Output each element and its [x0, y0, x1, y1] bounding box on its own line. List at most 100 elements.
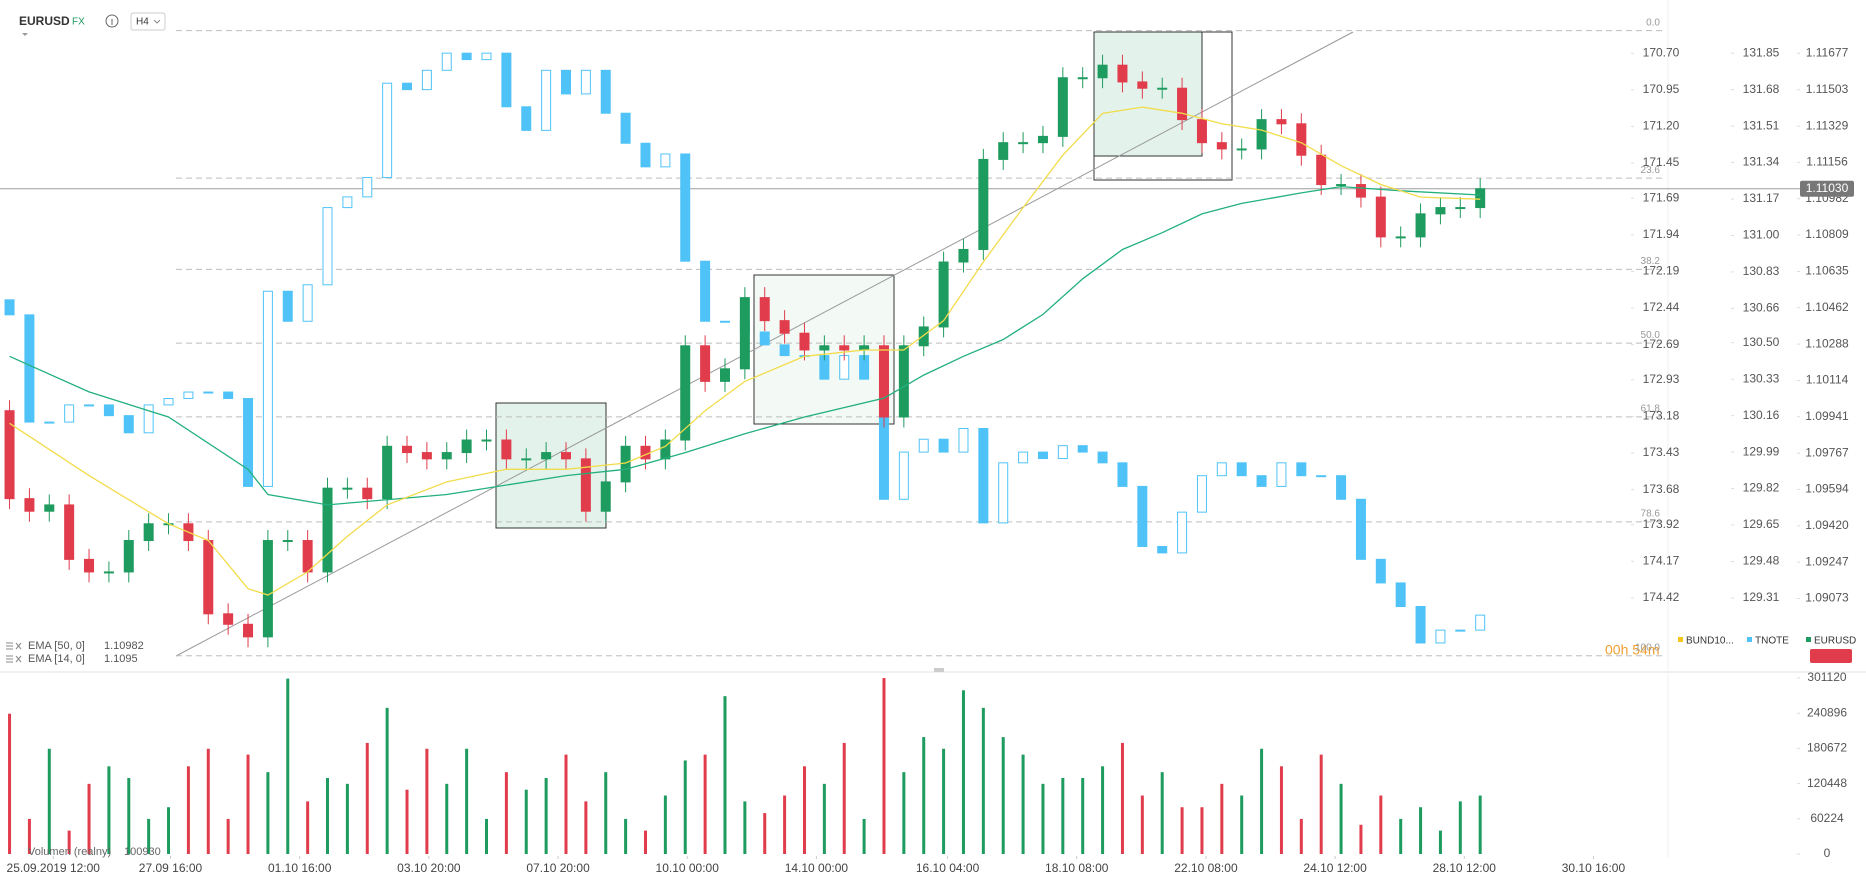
- y-tick-label: 170.95: [1643, 82, 1680, 96]
- volume-bar: [1458, 801, 1462, 854]
- candle-body: [1336, 475, 1347, 500]
- candle-body: [203, 540, 214, 615]
- candle-body: [362, 487, 373, 500]
- volume-bar: [643, 830, 647, 854]
- y-tick-label: 172.44: [1643, 300, 1680, 314]
- candle-body: [302, 284, 313, 322]
- symbol-caret[interactable]: [22, 33, 28, 36]
- volume-bar: [1339, 783, 1343, 854]
- candle-body: [123, 415, 134, 434]
- y-tick-label: 1.09247: [1805, 554, 1849, 568]
- volume-bar: [504, 772, 508, 854]
- y-tick-label: 131.34: [1743, 155, 1780, 169]
- legend-icon: [6, 655, 22, 663]
- candle-body: [580, 69, 591, 95]
- volume-bar: [703, 754, 707, 854]
- candle-body: [322, 487, 333, 573]
- candle-body: [421, 452, 432, 460]
- y-tick-label: 1.11329: [1806, 118, 1849, 132]
- candle-body: [958, 248, 969, 263]
- interval[interactable]: H4: [136, 17, 149, 28]
- candle-body: [799, 332, 810, 351]
- dropdown-caret: [153, 19, 161, 24]
- volume-bar: [922, 737, 926, 854]
- candle-body: [660, 439, 671, 460]
- volume-bar: [802, 766, 806, 854]
- volume-bar: [882, 678, 886, 854]
- x-tick-label: 10.10 00:00: [656, 861, 720, 875]
- candle-body: [719, 368, 730, 382]
- y-tick-label: 131.68: [1743, 82, 1780, 96]
- volume-bar: [942, 748, 946, 854]
- volume-bar: [783, 795, 787, 854]
- volume-tick-label: 180672: [1807, 741, 1847, 755]
- panel-handle[interactable]: [934, 668, 944, 672]
- interval-dropdown[interactable]: [130, 12, 166, 31]
- candle-body: [382, 82, 393, 179]
- candle-body: [1077, 445, 1088, 453]
- volume-bar: [763, 813, 767, 854]
- candle-body: [1037, 135, 1048, 144]
- candle-body: [660, 153, 671, 168]
- volume-bar: [286, 678, 290, 854]
- series-toggle[interactable]: [1810, 649, 1852, 663]
- volume-bar: [743, 801, 747, 854]
- candle-body: [640, 445, 651, 460]
- ema-line: [9, 185, 1481, 506]
- volume-bar: [663, 795, 667, 854]
- y-tick-label: 173.68: [1643, 482, 1680, 496]
- candle-body: [402, 445, 413, 454]
- candle-body: [203, 391, 214, 394]
- indicator-value: 1.10982: [104, 640, 144, 652]
- volume-bar: [1279, 766, 1283, 854]
- volume-bar: [147, 818, 151, 854]
- candle-body: [461, 439, 472, 454]
- candle-body: [481, 52, 492, 61]
- candle-body: [541, 69, 552, 131]
- volume-bar: [8, 713, 12, 854]
- legend-label: EURUSD: [1814, 636, 1856, 647]
- indicator-name: EMA [14, 0]: [28, 653, 85, 665]
- candle-body: [64, 404, 75, 423]
- candle-body: [243, 397, 254, 487]
- volume-bar: [1041, 783, 1045, 854]
- candle-body: [541, 452, 552, 460]
- volume-bar: [981, 707, 985, 854]
- y-tick-label: 171.45: [1643, 155, 1680, 169]
- candle-body: [44, 421, 55, 424]
- x-tick-label: 30.10 16:00: [1562, 861, 1626, 875]
- volume-bar: [1220, 783, 1224, 854]
- candle-body: [1057, 445, 1068, 460]
- candle-body: [1216, 462, 1227, 477]
- y-tick-label: 131.85: [1743, 45, 1780, 59]
- candle-body: [1276, 119, 1287, 125]
- y-tick-label: 173.92: [1643, 517, 1680, 531]
- candle-body: [680, 345, 691, 441]
- candle-body: [103, 571, 114, 574]
- candle-body: [898, 451, 909, 500]
- candle-body: [620, 112, 631, 144]
- candle-body: [739, 297, 750, 370]
- candle-body: [1316, 475, 1327, 478]
- x-tick-label: 25.09.2019 12:00: [7, 861, 101, 875]
- candle-body: [1415, 213, 1426, 238]
- volume-bar: [107, 766, 111, 854]
- candle-body: [1097, 64, 1108, 79]
- y-tick-label: 130.66: [1743, 301, 1780, 315]
- info-icon[interactable]: [105, 14, 119, 28]
- x-tick-label: 16.10 04:00: [916, 861, 980, 875]
- legend-icon: [6, 642, 22, 650]
- y-tick-label: 173.43: [1643, 445, 1680, 459]
- candle-body: [700, 260, 711, 322]
- x-tick-label: 07.10 20:00: [526, 861, 590, 875]
- volume-bar: [1399, 818, 1403, 854]
- x-tick-label: 01.10 16:00: [268, 861, 332, 875]
- candle-body: [938, 261, 949, 328]
- candle-body: [978, 428, 989, 524]
- candle-body: [1057, 77, 1068, 137]
- candle-body: [1236, 462, 1247, 477]
- volume-bar: [1001, 737, 1005, 854]
- symbol[interactable]: EURUSD: [19, 14, 70, 28]
- candle-body: [84, 404, 95, 407]
- y-tick-label: 130.83: [1743, 264, 1780, 278]
